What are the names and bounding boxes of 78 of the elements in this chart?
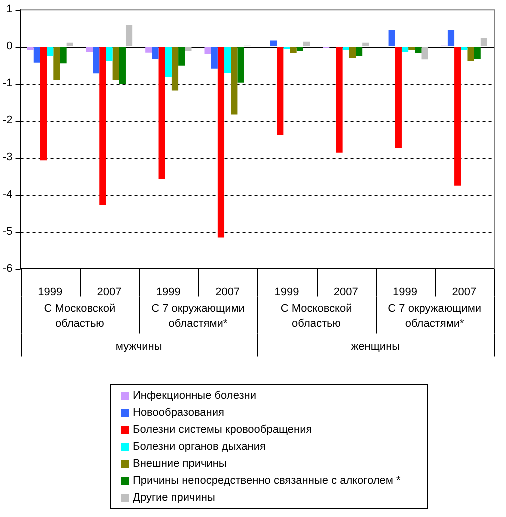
x-tick-label: 1999 — [393, 286, 418, 298]
bar — [211, 47, 218, 69]
text: С 7 окружающими областями* — [388, 302, 482, 330]
x-tick-label: 2007 — [334, 286, 358, 298]
bar — [461, 47, 468, 50]
bar — [158, 47, 166, 180]
bar — [474, 47, 481, 60]
bar — [172, 47, 179, 91]
bar — [152, 47, 159, 60]
bar — [34, 47, 40, 63]
bar — [126, 26, 133, 46]
bar — [238, 47, 244, 83]
legend-label: Внешние причины — [133, 458, 227, 470]
legend-label: Новообразования — [133, 406, 224, 418]
bar — [388, 30, 396, 46]
bar — [468, 47, 474, 62]
bar — [112, 47, 120, 80]
bar — [106, 47, 113, 62]
y-tick-label: 0 — [6, 40, 13, 53]
bar — [178, 47, 186, 66]
bar — [86, 47, 94, 53]
y-tick-label: -5 — [3, 226, 13, 238]
bar — [480, 38, 488, 46]
bar — [422, 47, 428, 60]
bar — [185, 47, 192, 52]
bar — [66, 42, 74, 46]
bar — [362, 42, 370, 46]
y-tick-label: -3 — [3, 152, 13, 164]
bar — [146, 47, 152, 53]
legend-label: Болезни системы кровообращения — [133, 424, 312, 436]
bar — [277, 47, 284, 136]
bar — [303, 42, 310, 46]
x-tick-label: 2007 — [216, 286, 240, 298]
x-tick-label: 2007 — [97, 286, 122, 298]
bar — [448, 30, 455, 46]
y-tick-label: 1 — [6, 4, 13, 16]
legend-label: Болезни органов дыхания — [133, 440, 266, 452]
bar — [93, 47, 100, 74]
bar — [224, 47, 232, 74]
text: С Московской областью — [280, 302, 352, 330]
bar — [165, 47, 172, 78]
bar — [119, 47, 126, 84]
bar — [454, 47, 462, 186]
bar — [54, 47, 60, 80]
bar — [356, 47, 363, 56]
bar — [27, 47, 34, 50]
bar — [349, 47, 356, 58]
x-tick-label: 2007 — [452, 286, 477, 298]
bar — [40, 47, 48, 161]
legend-label: Инфекционные болезни — [133, 390, 256, 402]
bar — [218, 47, 225, 238]
bar — [296, 47, 304, 52]
bar — [100, 47, 106, 206]
text: женщины — [351, 340, 400, 353]
bar — [415, 47, 422, 54]
y-tick-label: -2 — [3, 114, 13, 127]
text: С Московской областью — [44, 302, 116, 330]
bar — [231, 47, 238, 115]
bar — [270, 40, 278, 46]
bar — [402, 47, 409, 53]
bar — [336, 47, 343, 153]
bar — [395, 47, 402, 148]
bar — [290, 47, 297, 54]
text: С 7 окружающими областями* — [152, 302, 245, 330]
x-tick-label: 1999 — [156, 286, 181, 298]
y-tick-label: -6 — [3, 262, 13, 275]
bar — [408, 47, 416, 50]
bar — [342, 47, 350, 50]
legend-label: Причины непосредственно связанные с алкоголем * — [133, 474, 401, 486]
legend-label: Другие причины — [133, 492, 216, 504]
bar — [47, 47, 54, 56]
bar — [204, 47, 212, 54]
x-tick-label: 1999 — [274, 286, 300, 298]
x-tick-label: 1999 — [38, 286, 63, 298]
bar — [60, 47, 67, 64]
text: мужчины — [116, 340, 162, 353]
y-tick-label: -4 — [3, 188, 13, 201]
y-tick-label: -1 — [3, 78, 13, 90]
